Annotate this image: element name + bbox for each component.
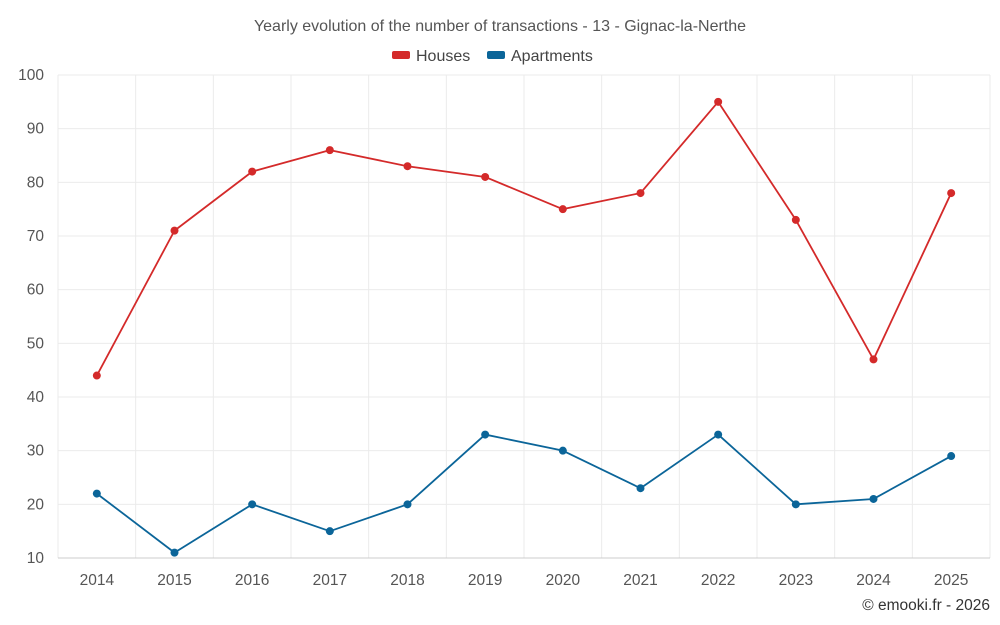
- data-point-apartments[interactable]: [170, 548, 179, 557]
- x-tick-label: 2020: [546, 572, 581, 589]
- data-point-houses[interactable]: [403, 162, 412, 171]
- series-line-houses: [96, 100, 952, 376]
- data-point-houses[interactable]: [947, 189, 956, 198]
- data-point-houses[interactable]: [558, 205, 567, 214]
- data-point-apartments[interactable]: [636, 484, 645, 493]
- y-tick-label: 30: [27, 443, 45, 460]
- legend-swatch-apartments: [487, 51, 505, 59]
- x-tick-label: 2019: [468, 572, 502, 589]
- chart-title: Yearly evolution of the number of transa…: [254, 18, 746, 35]
- data-point-apartments[interactable]: [403, 500, 412, 509]
- x-tick-label: 2018: [390, 572, 424, 589]
- legend-label-apartments[interactable]: Apartments: [511, 48, 593, 65]
- y-tick-label: 40: [27, 389, 45, 406]
- data-point-houses[interactable]: [481, 172, 490, 181]
- data-point-houses[interactable]: [714, 97, 723, 106]
- data-point-apartments[interactable]: [869, 494, 878, 503]
- series: [92, 97, 956, 557]
- x-tick-label: 2022: [701, 572, 735, 589]
- x-tick-label: 2024: [856, 572, 891, 589]
- y-tick-label: 10: [27, 550, 45, 567]
- x-tick-label: 2015: [157, 572, 191, 589]
- y-tick-label: 100: [18, 67, 44, 84]
- x-tick-label: 2021: [623, 572, 657, 589]
- legend-swatch-houses: [392, 51, 410, 59]
- data-point-houses[interactable]: [791, 215, 800, 224]
- data-point-apartments[interactable]: [558, 446, 567, 455]
- y-tick-label: 20: [27, 496, 45, 513]
- x-tick-label: 2025: [934, 572, 968, 589]
- x-tick-label: 2023: [779, 572, 813, 589]
- legend-label-houses[interactable]: Houses: [416, 48, 470, 65]
- data-point-houses[interactable]: [325, 146, 334, 155]
- data-point-apartments[interactable]: [791, 500, 800, 509]
- data-point-apartments[interactable]: [714, 430, 723, 439]
- x-tick-label: 2016: [235, 572, 269, 589]
- x-tick-label: 2017: [313, 572, 347, 589]
- x-tick-label: 2014: [80, 572, 115, 589]
- data-point-apartments[interactable]: [92, 489, 101, 498]
- data-point-apartments[interactable]: [481, 430, 490, 439]
- data-point-houses[interactable]: [92, 371, 101, 380]
- data-point-apartments[interactable]: [248, 500, 257, 509]
- data-point-apartments[interactable]: [947, 452, 956, 461]
- data-point-apartments[interactable]: [325, 527, 334, 536]
- axes: 10 20 30 40 50 60 70 80 90 100 2014 2015 2016 2017 201…: [18, 67, 990, 589]
- data-point-houses[interactable]: [636, 189, 645, 198]
- data-point-houses[interactable]: [248, 167, 257, 176]
- y-tick-label: 70: [27, 228, 45, 245]
- y-tick-label: 80: [27, 174, 45, 191]
- y-tick-label: 90: [27, 121, 45, 138]
- series-line-apartments: [96, 433, 952, 554]
- y-tick-label: 50: [27, 335, 45, 352]
- data-point-houses[interactable]: [170, 226, 179, 235]
- data-point-houses[interactable]: [869, 355, 878, 364]
- y-tick-label: 60: [27, 282, 45, 299]
- credit-text: © emooki.fr - 2026: [862, 597, 990, 614]
- legend: Houses Apartments: [392, 48, 593, 65]
